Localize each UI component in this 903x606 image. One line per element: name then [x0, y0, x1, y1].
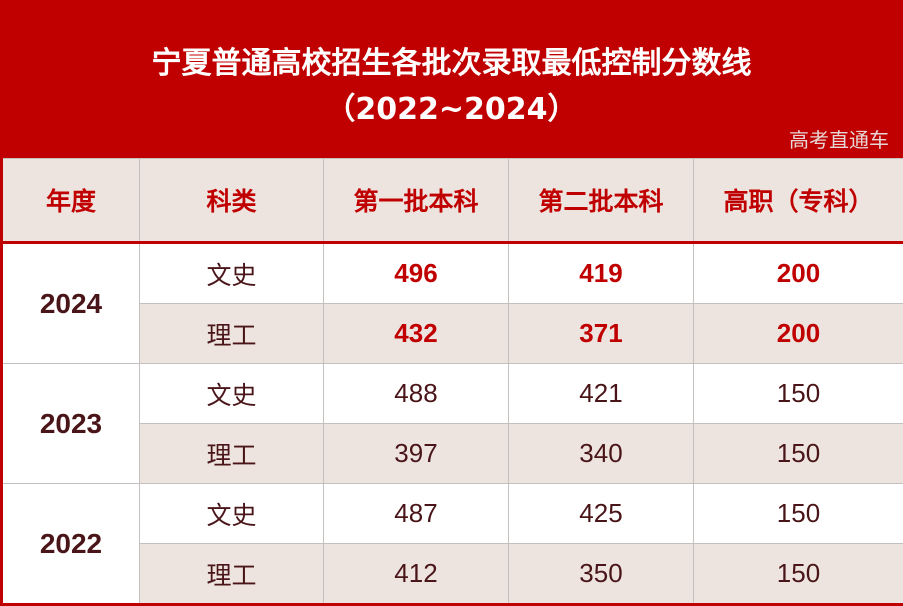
header-vocational: 高职（专科）	[694, 159, 903, 243]
first-batch-score: 432	[324, 304, 509, 364]
category-cell: 文史	[140, 484, 324, 544]
header-second-batch: 第二批本科	[509, 159, 694, 243]
second-batch-score: 340	[509, 424, 694, 484]
year-cell: 2023	[2, 364, 140, 484]
first-batch-score: 488	[324, 364, 509, 424]
second-batch-score: 421	[509, 364, 694, 424]
page-title: 宁夏普通高校招生各批次录取最低控制分数线	[0, 38, 903, 82]
year-cell: 2024	[2, 243, 140, 364]
category-cell: 文史	[140, 243, 324, 304]
page-subtitle-years: （2022~2024）	[0, 84, 903, 128]
header-category: 科类	[140, 159, 324, 243]
category-cell: 理工	[140, 544, 324, 605]
first-batch-score: 412	[324, 544, 509, 605]
vocational-score: 200	[694, 243, 903, 304]
title-banner: 宁夏普通高校招生各批次录取最低控制分数线 （2022~2024）	[0, 0, 903, 158]
category-cell: 理工	[140, 304, 324, 364]
first-batch-score: 397	[324, 424, 509, 484]
first-batch-score: 496	[324, 243, 509, 304]
vocational-score: 150	[694, 424, 903, 484]
second-batch-score: 419	[509, 243, 694, 304]
second-batch-score: 371	[509, 304, 694, 364]
second-batch-score: 425	[509, 484, 694, 544]
year-cell: 2022	[2, 484, 140, 605]
vocational-score: 150	[694, 484, 903, 544]
category-cell: 理工	[140, 424, 324, 484]
header-row: 年度 科类 第一批本科 第二批本科 高职（专科）	[2, 159, 903, 243]
vocational-score: 150	[694, 544, 903, 605]
header-first-batch: 第一批本科	[324, 159, 509, 243]
category-cell: 文史	[140, 364, 324, 424]
header-year: 年度	[2, 159, 140, 243]
vocational-score: 200	[694, 304, 903, 364]
vocational-score: 150	[694, 364, 903, 424]
first-batch-score: 487	[324, 484, 509, 544]
second-batch-score: 350	[509, 544, 694, 605]
watermark: 高考直通车	[789, 128, 889, 152]
